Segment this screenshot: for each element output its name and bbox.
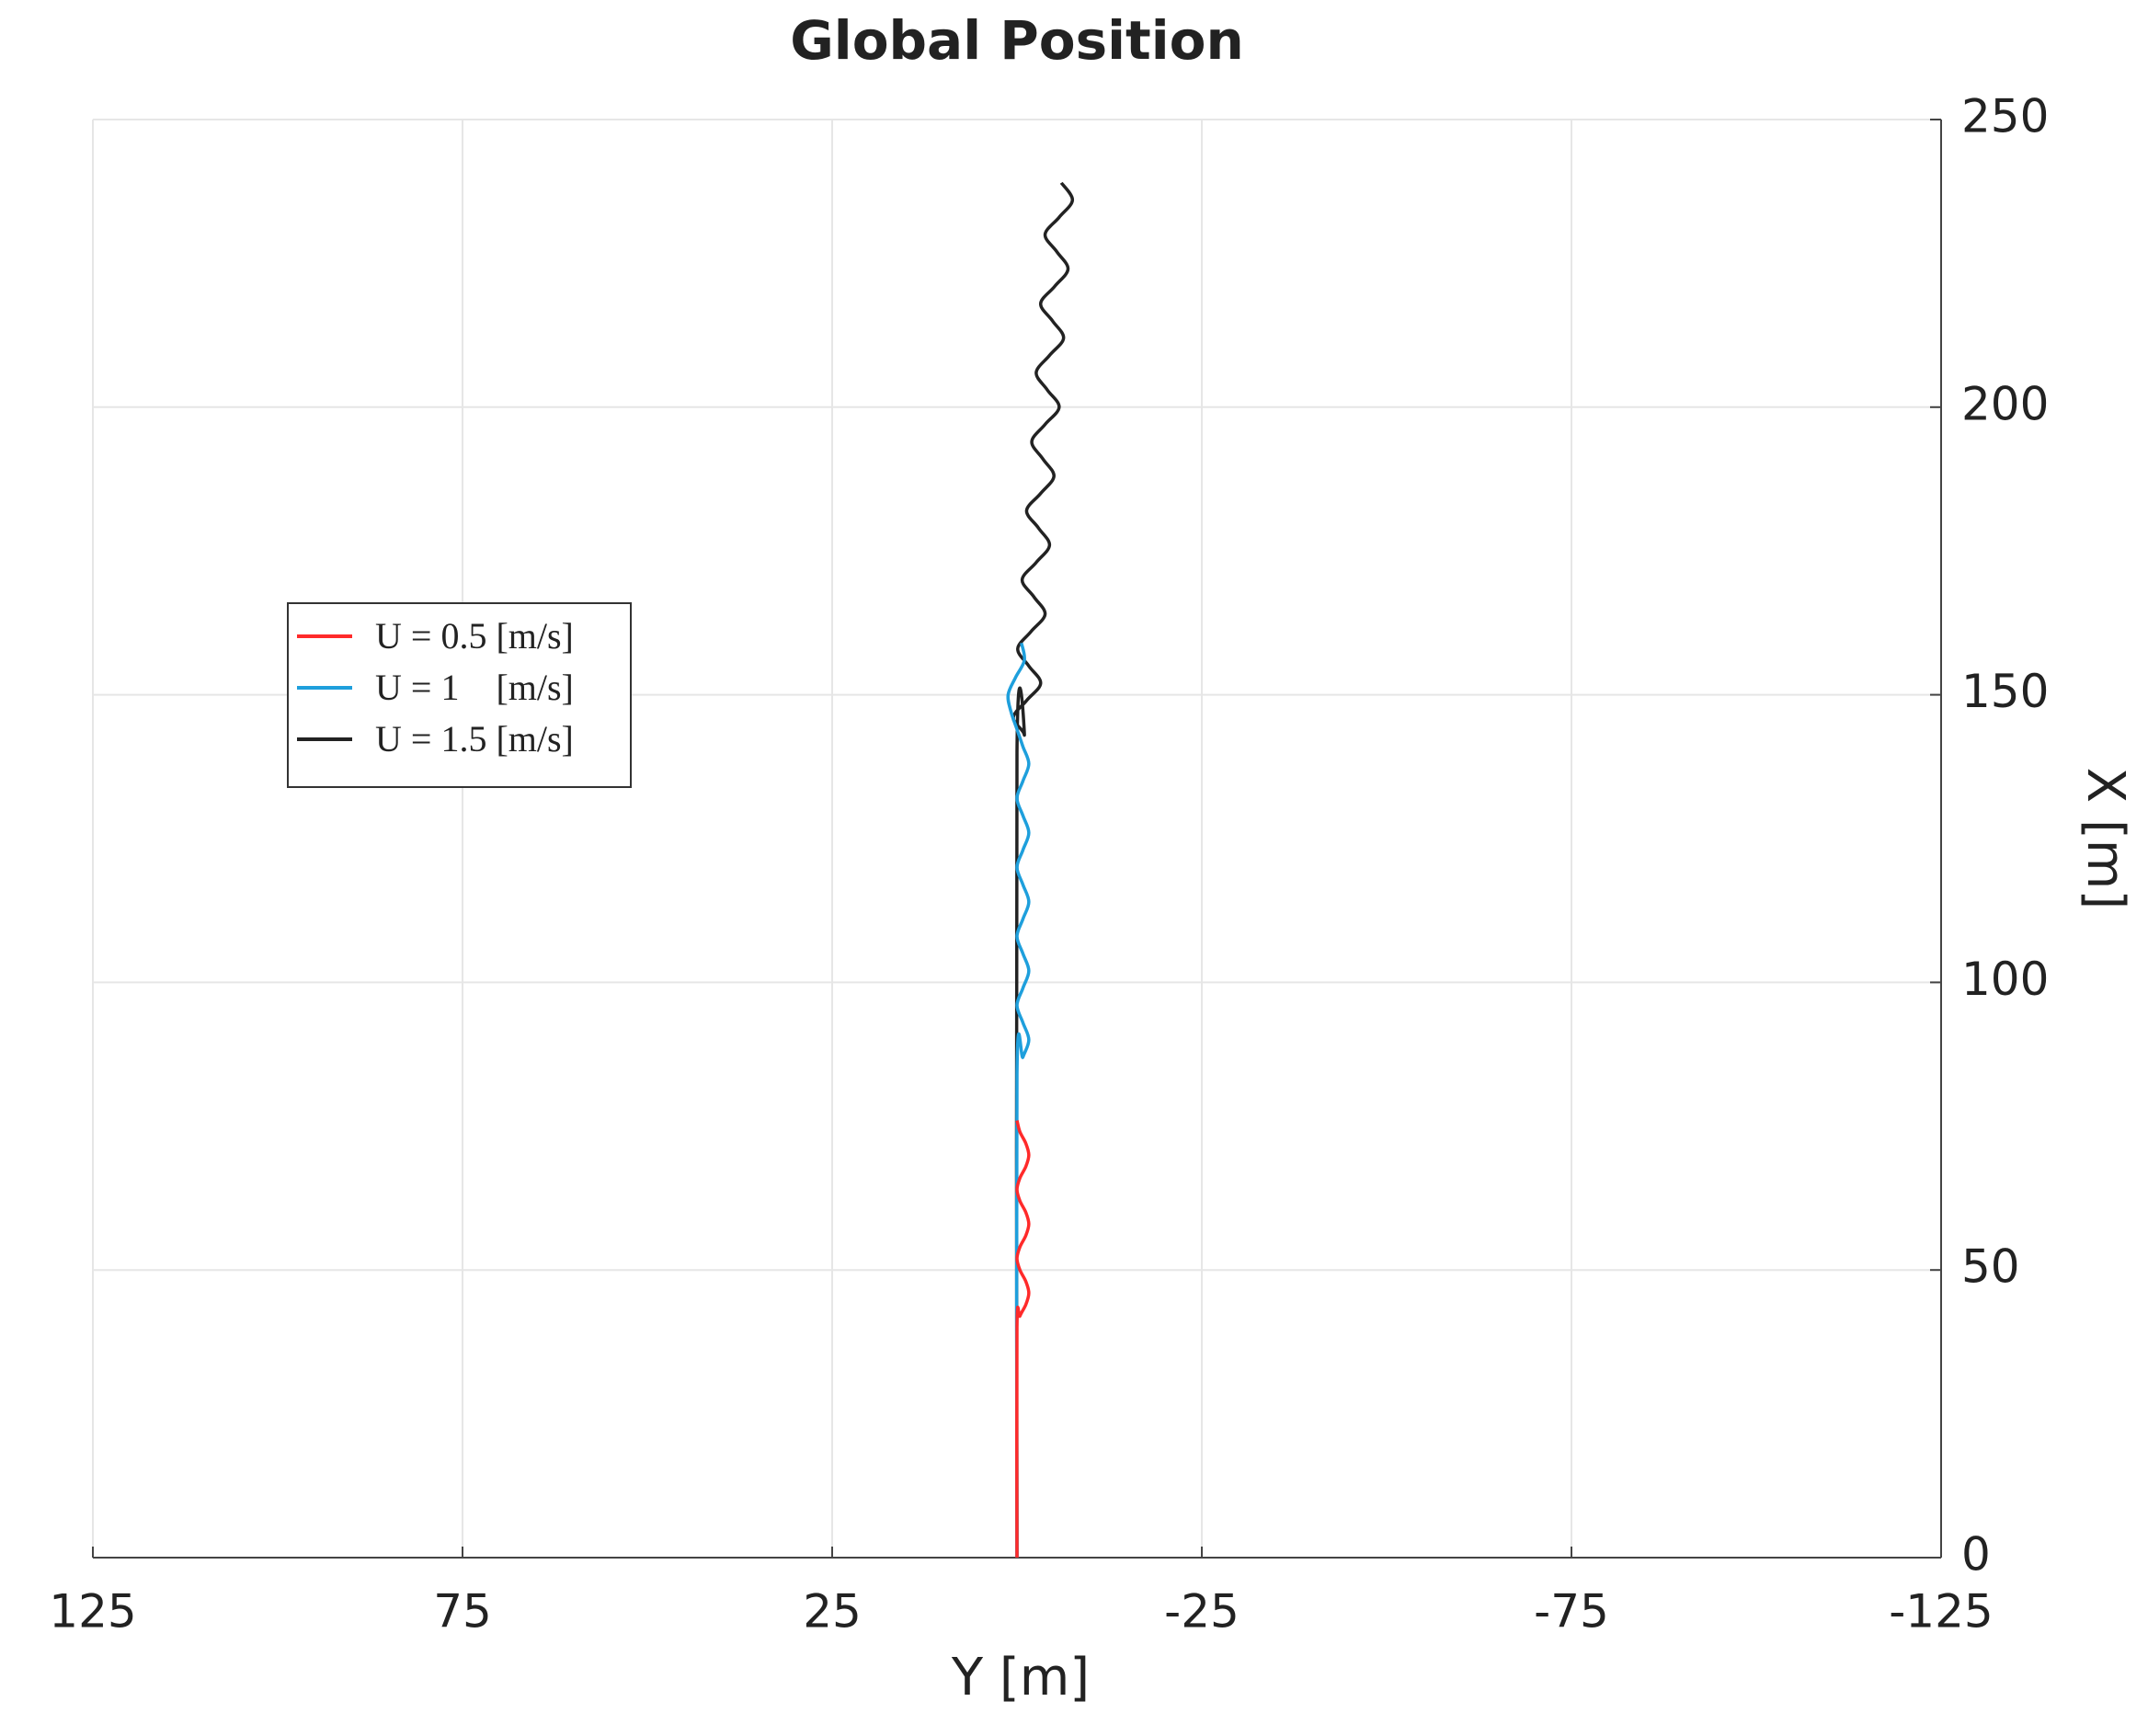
legend-box — [287, 602, 632, 788]
y-tick-label: 0 — [1961, 1528, 1991, 1582]
legend-label: U = 0.5 [m/s] — [375, 615, 574, 657]
chart-title: Global Position — [790, 9, 1244, 72]
y-tick-label: 150 — [1961, 665, 2049, 718]
x-tick-label: 75 — [433, 1585, 492, 1639]
y-tick-label: 200 — [1961, 377, 2049, 430]
x-axis-label: Y [m] — [951, 1648, 1090, 1707]
series-line — [1006, 642, 1031, 1559]
y-tick-label: 50 — [1961, 1240, 2020, 1294]
series-line — [1015, 1120, 1031, 1559]
legend-label: U = 1.5 [m/s] — [375, 718, 574, 760]
x-tick-label: -75 — [1534, 1585, 1609, 1639]
legend-label: U = 1 [m/s] — [375, 667, 574, 708]
y-axis-label: X [m] — [2075, 768, 2135, 909]
x-tick-label: 125 — [49, 1585, 136, 1639]
legend: U = 0.5 [m/s] U = 1 [m/s] U = 1.5 [m/s] — [287, 602, 632, 788]
y-tick-label: 100 — [1961, 953, 2049, 1006]
x-tick-label: -125 — [1889, 1585, 1993, 1639]
y-tick-label: 250 — [1961, 90, 2049, 143]
x-tick-label: 25 — [803, 1585, 862, 1639]
x-tick-label: -25 — [1164, 1585, 1240, 1639]
